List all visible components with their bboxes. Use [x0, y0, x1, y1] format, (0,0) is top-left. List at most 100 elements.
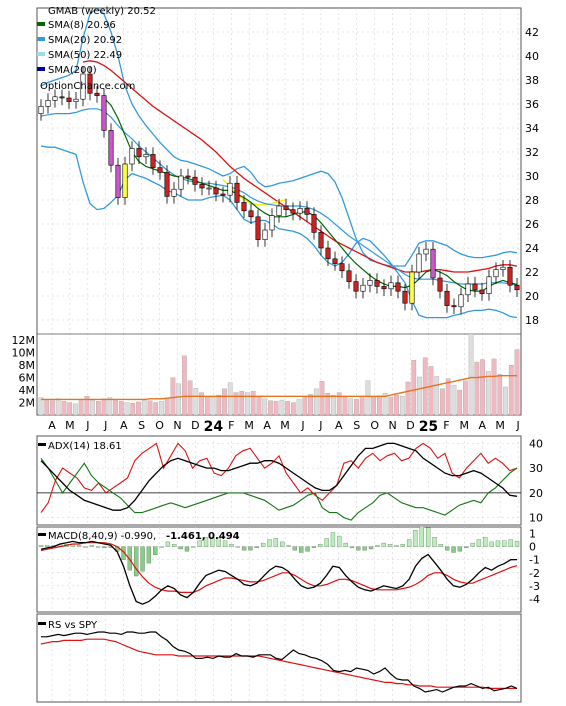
adx-line: [40, 442, 518, 511]
candle-body: [192, 176, 198, 185]
candle-body: [346, 270, 352, 282]
candle-body: [101, 95, 107, 131]
macd-tick-label: -2: [529, 567, 540, 580]
candle-body: [479, 289, 485, 294]
candle-body: [304, 208, 310, 215]
macd-histogram-bar: [406, 539, 412, 547]
candle-body: [290, 209, 296, 214]
volume-bar: [434, 376, 440, 416]
volume-bar: [250, 391, 256, 416]
macd-histogram-bar: [311, 546, 317, 548]
macd-histogram-bar: [425, 527, 431, 547]
panel-frame: [36, 7, 522, 416]
di-minus-line: [40, 457, 518, 521]
legend-sma200: SMA(200): [48, 65, 97, 76]
price-tick-label: 30: [525, 170, 539, 183]
year-label: 24: [204, 419, 224, 435]
volume-bar: [308, 394, 313, 416]
candle-body: [171, 188, 177, 197]
candle-body: [178, 175, 184, 190]
candle-body: [59, 96, 65, 99]
volume-bar: [394, 394, 399, 416]
candle-body: [80, 73, 86, 100]
volume-bar: [508, 365, 514, 416]
macd-histogram-bar: [153, 546, 158, 556]
volume-bar: [497, 374, 503, 416]
volume-bar: [101, 398, 107, 416]
month-label: J: [515, 419, 519, 432]
price-legend: GMAB (weekly) 20.52 SMA(8) 20.96 SMA(20)…: [37, 6, 156, 92]
month-label: A: [48, 419, 56, 432]
legend-swatch-sma20: [37, 37, 45, 41]
legend-swatch-sma200: [37, 67, 45, 71]
adx-panel: 10 20 30 40: [37, 437, 543, 525]
macd-histogram-bar: [400, 544, 405, 547]
macd-histogram-bar: [127, 546, 133, 571]
macd-histogram-bar: [260, 542, 266, 547]
candle-body: [136, 148, 142, 158]
candle-body: [38, 106, 44, 114]
macd-histogram-bar: [216, 537, 221, 547]
candle-body: [255, 216, 261, 240]
price-tick-label: 34: [525, 122, 539, 135]
volume-bar: [480, 359, 485, 416]
macd-histogram-bar: [413, 529, 418, 547]
volume-bar: [84, 396, 90, 416]
candle-body: [381, 286, 387, 290]
rs-panel: [40, 631, 518, 693]
rs-title-swatch: [38, 622, 46, 625]
volume-bar: [399, 396, 405, 416]
candle-body: [360, 284, 366, 292]
volume-bar: [514, 349, 520, 416]
macd-histogram-bar: [197, 540, 202, 547]
volume-bar: [164, 398, 170, 416]
month-label: J: [318, 419, 322, 432]
month-label: N: [388, 419, 396, 432]
price-title: GMAB (weekly) 20.52: [48, 6, 156, 17]
adx-tick-label: 10: [529, 512, 543, 525]
volume-bar: [61, 401, 67, 416]
volume-bar: [113, 399, 118, 416]
volume-bar: [273, 401, 279, 416]
price-tick-label: 40: [525, 50, 539, 63]
candle-body: [206, 187, 212, 190]
volume-bar: [50, 400, 55, 416]
month-label: A: [263, 419, 271, 432]
volume-bar: [440, 388, 445, 416]
candle-body: [451, 305, 457, 308]
macd-histogram-bar: [349, 546, 355, 548]
price-tick-label: 38: [525, 74, 539, 87]
volume-bar: [371, 396, 376, 416]
volume-bar: [233, 392, 239, 416]
adx-tick-label: 30: [529, 462, 543, 475]
rs-line: [41, 631, 518, 693]
volume-bar: [405, 381, 411, 416]
macd-histogram-bar: [483, 537, 488, 547]
volume-bar: [354, 399, 359, 416]
month-label: A: [478, 419, 486, 432]
volume-bar: [136, 401, 141, 416]
month-label: S: [353, 419, 360, 432]
macd-histogram-bar: [457, 546, 463, 552]
month-label: M: [65, 419, 75, 432]
volume-bar: [485, 371, 491, 416]
candle-body: [94, 92, 100, 96]
volume-bar: [382, 393, 388, 416]
candle-body: [325, 247, 331, 260]
volume-tick-label: 6M: [19, 372, 36, 385]
volume-bar: [468, 333, 474, 416]
legend-swatch-sma8: [37, 22, 45, 26]
volume-bar: [55, 398, 61, 416]
macd-histogram-bar: [248, 546, 253, 551]
price-tick-label: 32: [525, 146, 539, 159]
rs-average-line: [40, 638, 517, 689]
candle-body: [66, 97, 72, 102]
macd-histogram-bar: [178, 546, 183, 550]
candle-body: [157, 167, 163, 173]
candle-body: [129, 148, 135, 165]
month-label: A: [335, 419, 343, 432]
volume-tick-label: 8M: [19, 359, 36, 372]
macd-histogram-bar: [267, 539, 272, 547]
candle-body: [500, 266, 506, 270]
volume-bar: [216, 394, 222, 416]
